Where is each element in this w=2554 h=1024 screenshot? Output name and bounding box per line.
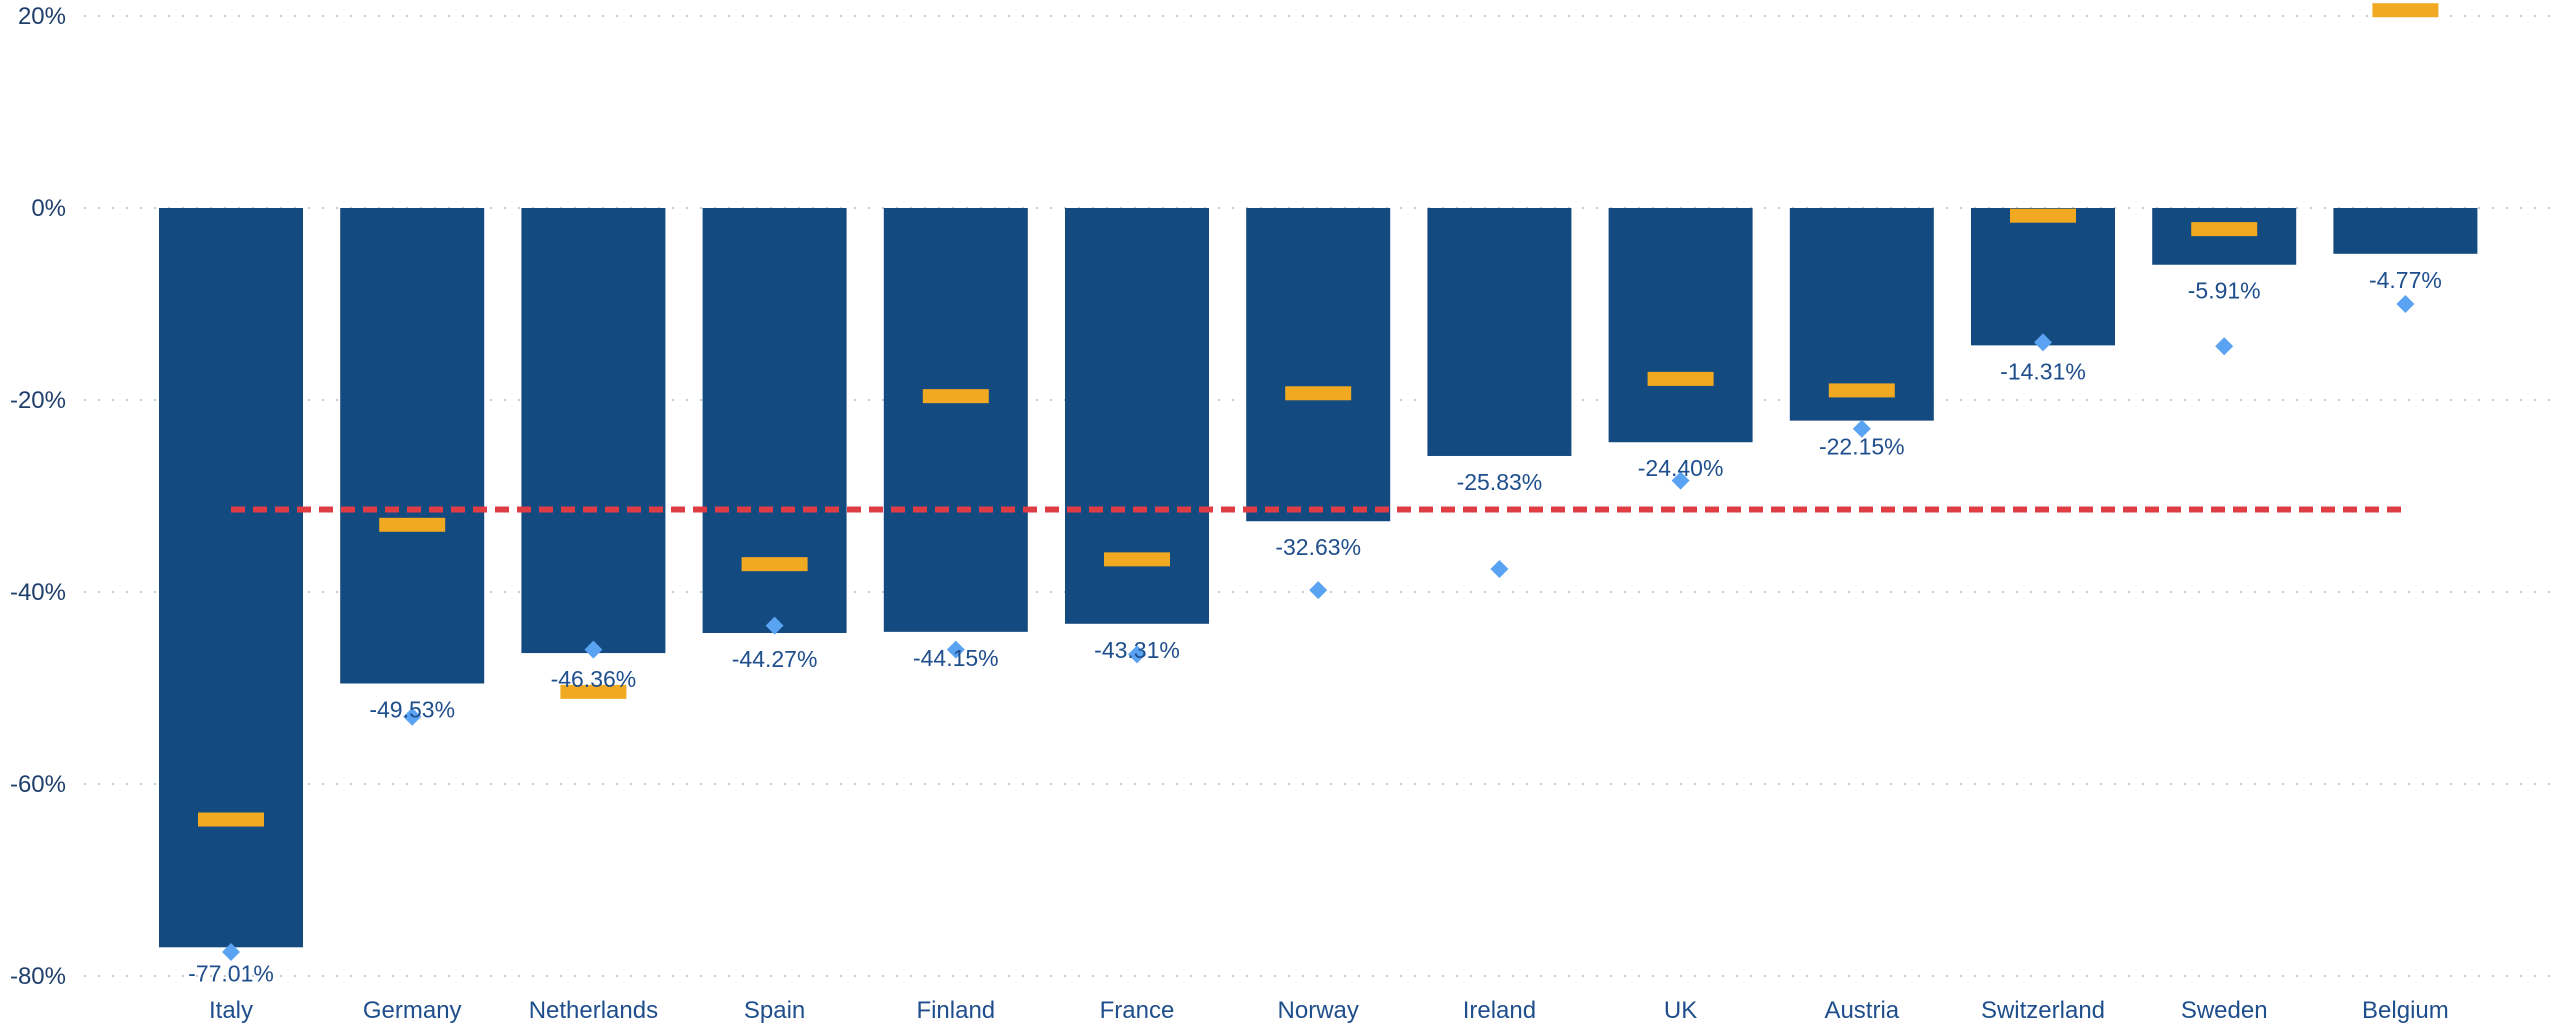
bar (2152, 208, 2297, 265)
dash-marker (560, 684, 627, 699)
gridlines (84, 15, 2554, 977)
dash-marker (2191, 222, 2258, 237)
x-category-label: Netherlands (529, 997, 658, 1024)
diamond-marker (1128, 645, 1146, 664)
y-tick-label: -80% (10, 963, 66, 990)
bar-value-label: -4.77% (2369, 267, 2442, 293)
bar-value-label: -44.15% (913, 645, 999, 671)
diamond-marker (2396, 295, 2415, 313)
bar-value-label: -24.40% (1638, 455, 1724, 481)
bars (159, 208, 2478, 948)
dash-marker (1828, 383, 1895, 398)
bar (1971, 208, 2115, 346)
bar-value-label: -46.36% (551, 666, 637, 692)
x-category-label: Belgium (2362, 997, 2449, 1024)
x-category-label: Germany (363, 997, 462, 1024)
x-category-label: France (1100, 997, 1175, 1024)
bar-value-label: -44.27% (732, 646, 818, 672)
diamond-marker (2034, 333, 2052, 352)
dash-marker (922, 389, 989, 404)
diamond-marker (584, 640, 603, 659)
bar-value-label: -14.31% (2000, 358, 2086, 384)
dash-marker (2010, 208, 2076, 223)
diamond-marker (403, 707, 422, 726)
diamond-marker (1490, 559, 1509, 578)
diamond-marker (222, 943, 240, 961)
x-axis: Italy Germany Netherlands Spain Finland Franc… (209, 997, 2449, 1024)
bar-value-label: -25.83% (1457, 469, 1543, 495)
x-category-label: Switzerland (1981, 997, 2105, 1024)
dash-markers (198, 3, 2439, 827)
dash-marker (1104, 552, 1170, 567)
x-category-label: Sweden (2181, 997, 2268, 1024)
bar-value-label: -43.31% (1094, 637, 1180, 663)
x-category-label: Finland (916, 997, 995, 1024)
diamond-marker (2215, 337, 2234, 356)
bar-value-label: -5.91% (2188, 278, 2261, 304)
bar-value-label: -22.15% (1819, 434, 1905, 460)
x-category-label: Spain (744, 997, 805, 1024)
bar (1608, 208, 1753, 443)
diamond-markers (222, 295, 2415, 961)
bar (1246, 208, 1391, 522)
bar-value-label: -77.01% (188, 960, 274, 986)
y-tick-label: -60% (10, 771, 66, 798)
bar (1427, 208, 1572, 456)
bar (521, 208, 666, 654)
dash-marker (2372, 3, 2439, 18)
x-category-label: Italy (209, 997, 253, 1024)
y-axis: 20% 0% -20% -40% -60% -80% (10, 3, 66, 990)
dash-marker (198, 812, 264, 827)
diamond-marker (1852, 419, 1871, 438)
y-tick-label: -20% (10, 387, 66, 414)
data-labels: -77.01% -49.53% -46.36% -44.27% -44.15% -43.3… (188, 267, 2442, 987)
bar (2333, 208, 2478, 254)
x-category-label: Norway (1278, 997, 1359, 1024)
dash-marker (741, 557, 808, 572)
bar-value-label: -49.53% (369, 696, 455, 722)
y-tick-label: 20% (18, 3, 66, 30)
bar-value-label: -32.63% (1275, 534, 1361, 560)
diamond-marker (1309, 581, 1328, 600)
dash-marker (1647, 371, 1714, 386)
bar (159, 208, 303, 948)
x-category-label: Austria (1824, 997, 1899, 1024)
y-tick-label: -40% (10, 579, 66, 606)
dash-marker (1285, 386, 1352, 401)
y-tick-label: 0% (31, 195, 66, 222)
diamond-marker (1671, 471, 1690, 490)
dash-marker (379, 517, 446, 532)
bar (883, 208, 1028, 632)
x-category-label: Ireland (1463, 997, 1536, 1024)
x-category-label: UK (1664, 997, 1697, 1024)
bar (340, 208, 485, 684)
diamond-marker (765, 616, 784, 635)
diamond-marker (946, 640, 965, 659)
